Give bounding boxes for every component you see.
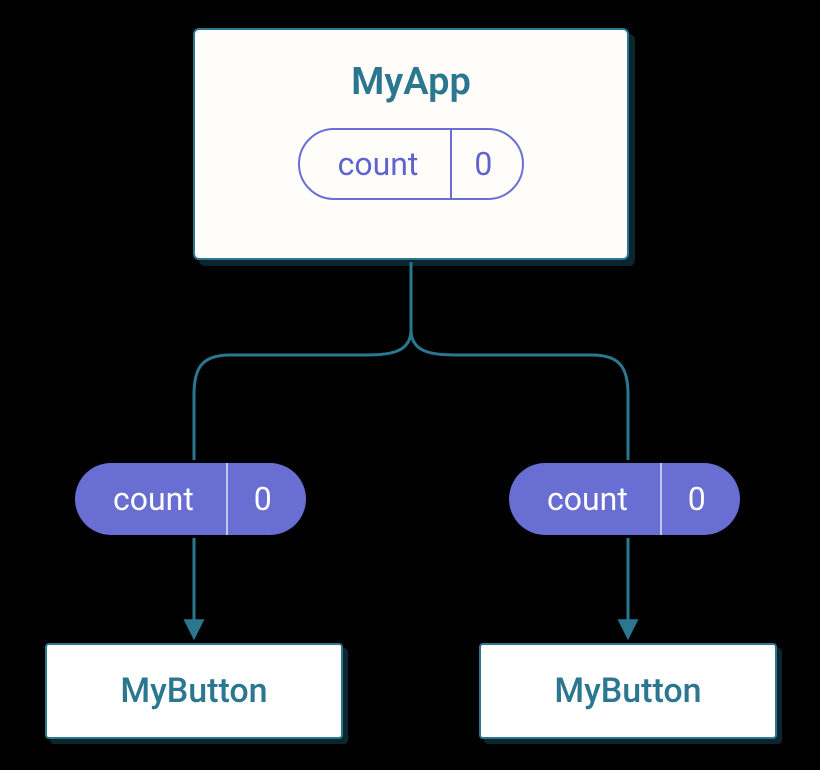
pill-label: count: [75, 463, 228, 535]
pill-label: count: [300, 130, 453, 198]
root-state-pill: count 0: [298, 128, 525, 200]
prop-pill-right: count 0: [509, 463, 740, 535]
pill-value: 0: [452, 130, 522, 198]
pill-label: count: [509, 463, 662, 535]
child-title: MyButton: [554, 671, 701, 711]
prop-pill-left: count 0: [75, 463, 306, 535]
child-node-right: MyButton: [479, 643, 777, 739]
pill-value: 0: [662, 463, 740, 535]
root-title: MyApp: [351, 60, 471, 104]
root-node: MyApp count 0: [193, 28, 629, 260]
pill-value: 0: [228, 463, 306, 535]
child-node-left: MyButton: [45, 643, 343, 739]
diagram-stage: MyApp count 0 count 0 count 0 MyButton M…: [0, 0, 820, 770]
child-title: MyButton: [120, 671, 267, 711]
